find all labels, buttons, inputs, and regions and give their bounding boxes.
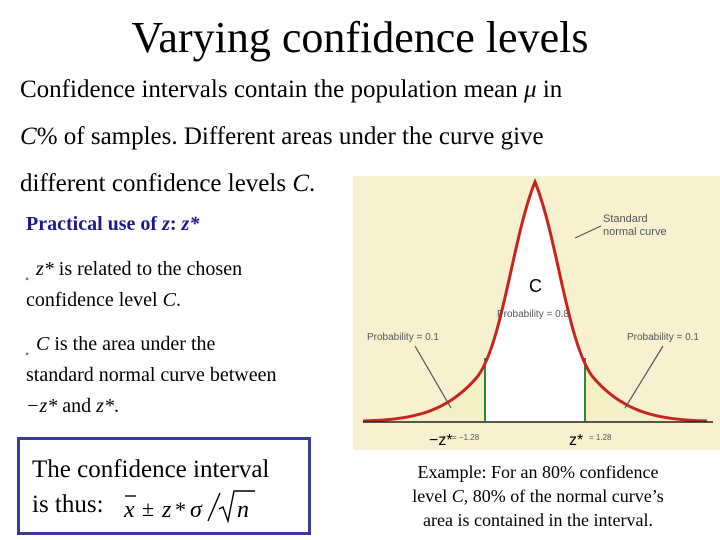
confidence-interval-text: The confidence interval is thus: <box>32 452 302 522</box>
caption-text-2b: , 80% of the normal curve’s <box>463 486 664 506</box>
bullet-1-line-1: z* is related to the chosen <box>26 254 346 285</box>
intro-line-2: C% of samples. Different areas under the… <box>20 113 640 160</box>
formula-sigma: σ <box>190 497 203 523</box>
bullet-1-text-2: confidence level <box>26 289 163 311</box>
practical-z: z <box>162 213 170 235</box>
neg-z-value: = −1.28 <box>452 433 480 442</box>
bullet-2-neg-z: −z* <box>26 395 58 417</box>
formula-slash <box>207 492 221 522</box>
caption-line-1: Example: For an 80% confidence <box>417 462 659 482</box>
intro-line-3: different confidence levels C. <box>20 160 640 207</box>
normal-curve-line <box>362 178 708 423</box>
bullet-1-end: . <box>175 289 181 311</box>
bullet-1-line-2: confidence level C. <box>26 285 346 316</box>
confidence-interval-box <box>17 437 311 535</box>
practical-heading: Practical use of z: z* <box>26 213 199 236</box>
bullet-1-text-1: is related to the chosen <box>53 258 243 280</box>
intro-text-1-end: in <box>542 76 563 103</box>
bullet-zstar: • z* is related to the chosen confidence… <box>25 254 346 316</box>
sqrt-sign <box>218 490 255 524</box>
bullet-2-text-2: standard normal curve between <box>26 364 277 386</box>
center-probability-label: Probability = 0.8 <box>497 309 569 320</box>
curve-label-line-2: normal curve <box>603 226 667 238</box>
bullet-c-area: • C is the area under the standard norma… <box>25 329 346 422</box>
intro-line-1: Confidence intervals contain the populat… <box>20 66 640 113</box>
formula-n: n <box>237 497 249 523</box>
left-probability-label: Probability = 0.1 <box>367 332 439 343</box>
bullet-2-and: and <box>57 395 97 417</box>
caption-text-2a: level <box>412 486 452 506</box>
formula-star: * <box>175 497 186 522</box>
caption-var-c: C <box>451 486 464 506</box>
box-line-2: is thus: <box>32 491 104 518</box>
caption-line-3: area is contained in the interval. <box>423 510 653 530</box>
bullet-dot-icon: • <box>25 347 30 361</box>
intro-text-3: different confidence levels <box>20 170 287 197</box>
mu-symbol: μ <box>524 76 537 103</box>
bullet-1-var: z* <box>36 258 54 280</box>
confidence-interval-formula: x ± z * σ n <box>123 490 255 524</box>
neg-z-label: −z* <box>429 432 453 449</box>
slide-title: Varying confidence levels <box>131 13 589 62</box>
intro-var-c: C <box>20 123 37 150</box>
right-tail-arrow <box>624 345 664 409</box>
practical-heading-text: Practical use of <box>26 213 158 235</box>
caption-line-2: level C, 80% of the normal curve’s <box>362 484 714 508</box>
bullet-2-pos-z: z* <box>96 395 114 417</box>
intro-text-1: Confidence intervals contain the populat… <box>20 76 518 103</box>
practical-colon: : <box>169 213 177 235</box>
intro-var-c-2: C <box>292 170 310 197</box>
bullet-2-end: . <box>113 395 119 417</box>
intro-period: . <box>309 170 316 197</box>
center-area <box>485 182 585 421</box>
formula-z: z <box>161 497 172 523</box>
practical-zstar: z* <box>181 213 200 235</box>
curve-label-line-1: Standard <box>603 213 648 225</box>
formula-xbar: x <box>123 497 135 523</box>
pos-z-label: z* <box>569 432 583 449</box>
formula-plus-minus: ± <box>142 496 154 521</box>
bullet-dot-icon: • <box>25 272 30 286</box>
area-c-label: C <box>529 276 542 296</box>
bullet-2-line-2: standard normal curve between <box>26 360 346 391</box>
normal-curve-figure: Standard normal curve C Probability = 0.… <box>353 176 720 450</box>
bullet-1-var-2: C <box>162 289 176 311</box>
pos-z-value: = 1.28 <box>589 433 612 442</box>
bullet-2-var: C <box>36 333 50 355</box>
box-line-1: The confidence interval <box>32 456 270 483</box>
figure-caption: Example: For an 80% confidence level C, … <box>362 460 714 532</box>
left-tail-arrow <box>414 345 452 409</box>
curve-label-arrow <box>574 225 602 239</box>
bullet-2-line-3: −z* and z*. <box>26 391 346 422</box>
right-probability-label: Probability = 0.1 <box>627 332 699 343</box>
intro-text-2: % of samples. Different areas under the … <box>36 123 544 150</box>
intro-paragraph: Confidence intervals contain the populat… <box>20 66 640 207</box>
bullet-2-text-1: is the area under the <box>49 333 216 355</box>
bullet-2-line-1: C is the area under the <box>26 329 346 360</box>
